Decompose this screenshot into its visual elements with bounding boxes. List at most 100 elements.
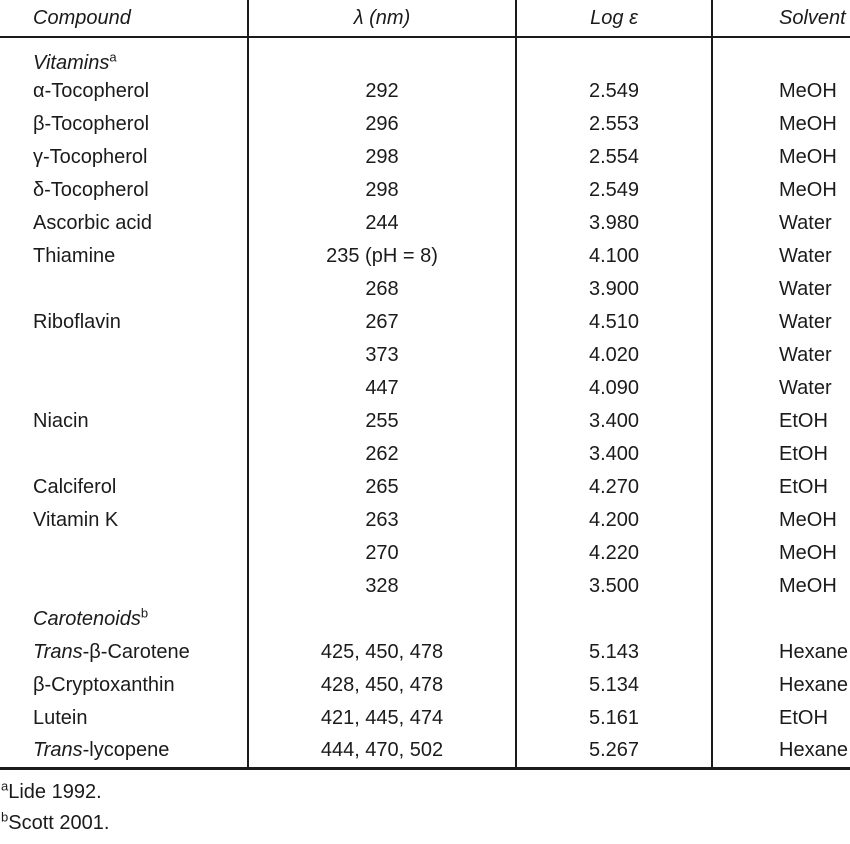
solvent-cell: Water [779,377,832,399]
lambda-cell: 263 [248,504,517,537]
lambda-cell: 292 [248,75,517,108]
header-compound: Compound [0,0,249,37]
log-epsilon-cell: 3.500 [516,570,713,603]
table-row: Vitamin K 263 4.200 MeOH [0,504,850,537]
lambda-cell: 447 [248,372,517,405]
lambda-cell: 267 [248,306,517,339]
compound-cell: Vitaminsa [0,37,249,75]
solvent-cell: MeOH [779,509,837,531]
compound-cell: δ-Tocopherol [0,174,249,207]
compound-cell: Carotenoidsb [0,603,249,636]
solvent-cell: Hexane [779,739,848,762]
lambda-cell: 328 [248,570,517,603]
table-body: Vitaminsa α-Tocopherol 292 2.549 MeOH β-Tocop… [0,37,850,768]
lambda-cell: 444, 470, 502 [248,735,517,768]
section-footnote-marker: b [140,605,149,621]
solvent-cell: Water [779,344,832,366]
log-epsilon-cell: 2.549 [516,174,713,207]
table-row: β-Cryptoxanthin 428, 450, 478 5.134 Hexane [0,669,850,702]
solvent-cell: EtOH [779,707,828,729]
table-row: β-Tocopherol 296 2.553 MeOH [0,108,850,141]
table-row: Riboflavin 267 4.510 Water [0,306,850,339]
solvent-cell [712,603,850,636]
table-row: Ascorbic acid 244 3.980 Water [0,207,850,240]
solvent-cell: EtOH [779,476,828,498]
compound-cell [0,372,249,405]
log-epsilon-cell: 3.980 [516,207,713,240]
compound-cell: Trans-lycopene [0,735,249,768]
lambda-cell: 235 (pH = 8) [248,240,517,273]
table-row: Thiamine 235 (pH = 8) 4.100 Water [0,240,850,273]
table-row: Carotenoidsb [0,603,850,636]
solvent-cell: Water [779,311,832,333]
footnote-a-text: Lide 1992. [8,780,102,803]
solvent-cell: Water [779,278,832,300]
compound-cell [0,438,249,471]
compound-cell: γ-Tocopherol [0,141,249,174]
lambda-cell: 298 [248,141,517,174]
log-epsilon-cell: 5.161 [516,702,713,735]
log-epsilon-cell: 5.143 [516,636,713,669]
solvent-cell: EtOH [779,443,828,465]
log-epsilon-cell: 5.267 [516,735,713,768]
lambda-cell: 268 [248,273,517,306]
lambda-cell: 373 [248,339,517,372]
compound-cell [0,570,249,603]
lambda-cell: 265 [248,471,517,504]
lambda-cell: 421, 445, 474 [248,702,517,735]
solvent-cell: Water [779,212,832,234]
compound-cell: Calciferol [0,471,249,504]
table-row: δ-Tocopherol 298 2.549 MeOH [0,174,850,207]
lambda-cell: 296 [248,108,517,141]
log-epsilon-cell: 4.090 [516,372,713,405]
lambda-cell [248,37,517,75]
solvent-cell: MeOH [779,575,837,597]
footnotes: aLide 1992. bScott 2001. [0,770,850,839]
log-epsilon-cell: 4.020 [516,339,713,372]
compound-cell: α-Tocopherol [0,75,249,108]
table-header: Compound λ (nm) Log ε Solvent [0,0,850,37]
table-row: 268 3.900 Water [0,273,850,306]
table-row: α-Tocopherol 292 2.549 MeOH [0,75,850,108]
log-epsilon-cell: 3.400 [516,405,713,438]
compound-cell: Vitamin K [0,504,249,537]
absorption-table: Compound λ (nm) Log ε Solvent Vitaminsa α… [0,0,850,770]
log-epsilon-cell: 3.400 [516,438,713,471]
lambda-cell: 244 [248,207,517,240]
footnote-a: aLide 1992. [1,777,850,808]
table-row: Trans-β-Carotene 425, 450, 478 5.143 Hexane [0,636,850,669]
table-row: 447 4.090 Water [0,372,850,405]
solvent-cell [712,37,850,75]
compound-cell: Lutein [0,702,249,735]
compound-cell [0,273,249,306]
compound-cell [0,339,249,372]
footnote-b-text: Scott 2001. [8,811,110,834]
log-epsilon-cell: 4.100 [516,240,713,273]
footnote-b: bScott 2001. [1,808,850,839]
solvent-cell: MeOH [779,80,837,102]
compound-cell: Niacin [0,405,249,438]
solvent-cell: MeOH [779,542,837,564]
log-epsilon-cell: 4.220 [516,537,713,570]
header-log-epsilon: Log ε [516,0,713,37]
solvent-cell: Hexane [779,641,848,663]
table-row: 270 4.220 MeOH [0,537,850,570]
header-lambda-nm: λ (nm) [248,0,517,37]
log-epsilon-cell [516,603,713,636]
log-epsilon-cell: 4.510 [516,306,713,339]
lambda-cell [248,603,517,636]
log-epsilon-cell [516,37,713,75]
table-row: Vitaminsa [0,37,850,75]
solvent-cell: EtOH [779,410,828,432]
lambda-cell: 262 [248,438,517,471]
log-epsilon-cell: 2.553 [516,108,713,141]
lambda-cell: 255 [248,405,517,438]
footnote-b-marker: b [1,808,9,824]
lambda-cell: 298 [248,174,517,207]
log-epsilon-cell: 2.549 [516,75,713,108]
compound-cell: β-Tocopherol [0,108,249,141]
table-row: 328 3.500 MeOH [0,570,850,603]
section-footnote-marker: a [109,49,117,65]
lambda-cell: 425, 450, 478 [248,636,517,669]
